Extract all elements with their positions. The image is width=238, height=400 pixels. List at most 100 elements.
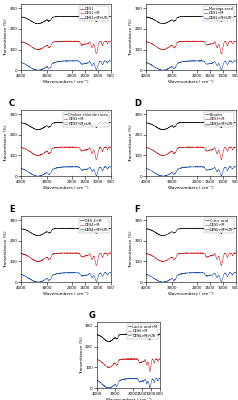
- Choline chloride+urea: [71, 120, 74, 125]
- Lactic acid+M: [100, 335, 103, 340]
- DES6+M: [96, 357, 99, 362]
- DES6+M+US: [159, 376, 161, 381]
- Text: A: A: [9, 0, 15, 2]
- DES2+M+US: [60, 165, 63, 170]
- Betaine: [145, 120, 148, 125]
- DES4+M+US: [27, 276, 30, 280]
- Legend: Citric acid, DES5+M, DES5+M+US: Citric acid, DES5+M, DES5+M+US: [204, 218, 234, 233]
- DES3+M+US: [183, 165, 186, 170]
- DES5+M: [196, 251, 198, 256]
- Text: E: E: [9, 205, 15, 214]
- DES3+M+US: [152, 170, 155, 174]
- Y-axis label: Transmittance (%): Transmittance (%): [79, 336, 84, 374]
- DES2+M+US: [71, 164, 74, 169]
- DES3+M+US: [155, 172, 158, 177]
- DES6+M: [131, 357, 134, 362]
- Citric acid: [189, 226, 192, 230]
- DES5+M: [234, 251, 237, 256]
- Y-axis label: Transmittance (%): Transmittance (%): [4, 230, 8, 268]
- Legend: DES 4+M, DES4+M, DES4+M+US: DES 4+M, DES4+M, DES4+M+US: [79, 218, 109, 233]
- Citric acid: [234, 226, 237, 230]
- DES2+M+US: [58, 165, 61, 170]
- DES1+M+US: [193, 58, 196, 63]
- DES4+M: [60, 251, 63, 256]
- DES2+M+US: [36, 174, 39, 179]
- DES1+M+US: [58, 59, 61, 64]
- DES5+M: [155, 256, 158, 261]
- Citric acid: [145, 226, 148, 231]
- DES2+M+US: [27, 170, 30, 174]
- DES4+M+US: [61, 270, 64, 275]
- DES5+M: [145, 251, 148, 256]
- DES5+M+US: [186, 270, 189, 275]
- Line: DES5+M: DES5+M: [146, 253, 236, 266]
- Betaine: [229, 120, 232, 124]
- Line: DES1+M+US: DES1+M+US: [146, 61, 236, 70]
- DES4+M+US: [30, 278, 33, 282]
- DES2+M: [71, 144, 74, 149]
- DES3+M+US: [196, 164, 199, 169]
- Line: Moringa seed: Moringa seed: [146, 16, 236, 24]
- DES1+M+US: [61, 58, 64, 63]
- DES5+M: [185, 251, 188, 256]
- Y-axis label: Transmittance (%): Transmittance (%): [129, 230, 133, 268]
- DES1+M: [152, 42, 155, 47]
- DES4+M: [109, 251, 112, 256]
- Betaine: [196, 120, 199, 125]
- Text: G: G: [88, 311, 95, 320]
- X-axis label: Wavenumbers ( cm⁻¹): Wavenumbers ( cm⁻¹): [168, 292, 214, 296]
- DES5+M+US: [198, 270, 200, 275]
- DES5+M+US: [183, 271, 186, 276]
- DES1: [109, 14, 112, 19]
- Choline chloride+urea: [69, 120, 72, 124]
- Lactic acid+M: [125, 332, 128, 337]
- DES2+M+US: [30, 172, 33, 177]
- Line: DES1+M: DES1+M: [21, 41, 111, 54]
- Legend: Lactic acid+M, DES6+M, DES6+M+US: Lactic acid+M, DES6+M, DES6+M+US: [127, 324, 158, 339]
- Y-axis label: Transmittance (%): Transmittance (%): [4, 18, 8, 56]
- DES5+M+US: [155, 278, 158, 283]
- Citric acid: [183, 226, 186, 231]
- DES6+M: [100, 360, 103, 365]
- DES6+M: [124, 356, 126, 361]
- DES1+M: [183, 39, 186, 44]
- Moringa seed: [162, 22, 164, 26]
- DES1+M+US: [234, 58, 237, 63]
- DES3+M+US: [234, 164, 237, 169]
- DES5+M+US: [145, 272, 148, 277]
- DES3+M: [183, 145, 186, 150]
- DES1+M+US: [73, 58, 75, 63]
- DES 4+M: [60, 226, 63, 230]
- DES1+M: [200, 38, 203, 43]
- DES3+M+US: [145, 166, 148, 171]
- X-axis label: Wavenumbers ( cm⁻¹): Wavenumbers ( cm⁻¹): [43, 292, 89, 296]
- Line: DES2+M+US: DES2+M+US: [21, 166, 111, 176]
- Citric acid: [196, 226, 199, 231]
- Lactic acid+M: [124, 332, 127, 336]
- DES1+M+US: [185, 59, 188, 64]
- DES 4+M: [30, 231, 33, 236]
- DES3+M: [145, 146, 148, 150]
- DES3+M+US: [162, 174, 165, 179]
- DES1+M: [58, 39, 61, 44]
- DES5+M: [186, 251, 189, 256]
- DES1+M+US: [109, 58, 112, 63]
- DES3+M: [220, 157, 223, 162]
- Line: Choline chloride+urea: Choline chloride+urea: [21, 122, 111, 130]
- DES5+M+US: [234, 270, 237, 275]
- Choline chloride+urea: [30, 125, 33, 130]
- DES 4+M: [20, 226, 23, 231]
- DES1+M: [70, 39, 73, 44]
- Choline chloride+urea: [58, 120, 61, 125]
- DES3+M: [186, 145, 189, 150]
- DES2+M: [109, 145, 112, 150]
- DES 4+M: [70, 226, 73, 230]
- DES2+M: [61, 145, 64, 150]
- Legend: Choline chloride+urea, DES2+M, DES2+M+US: Choline chloride+urea, DES2+M, DES2+M+US: [63, 112, 109, 127]
- Betaine: [162, 127, 165, 132]
- Lactic acid+M: [103, 337, 106, 342]
- DES2+M: [60, 145, 63, 150]
- DES4+M+US: [38, 280, 41, 285]
- Betaine: [185, 120, 188, 125]
- DES3+M: [155, 151, 158, 156]
